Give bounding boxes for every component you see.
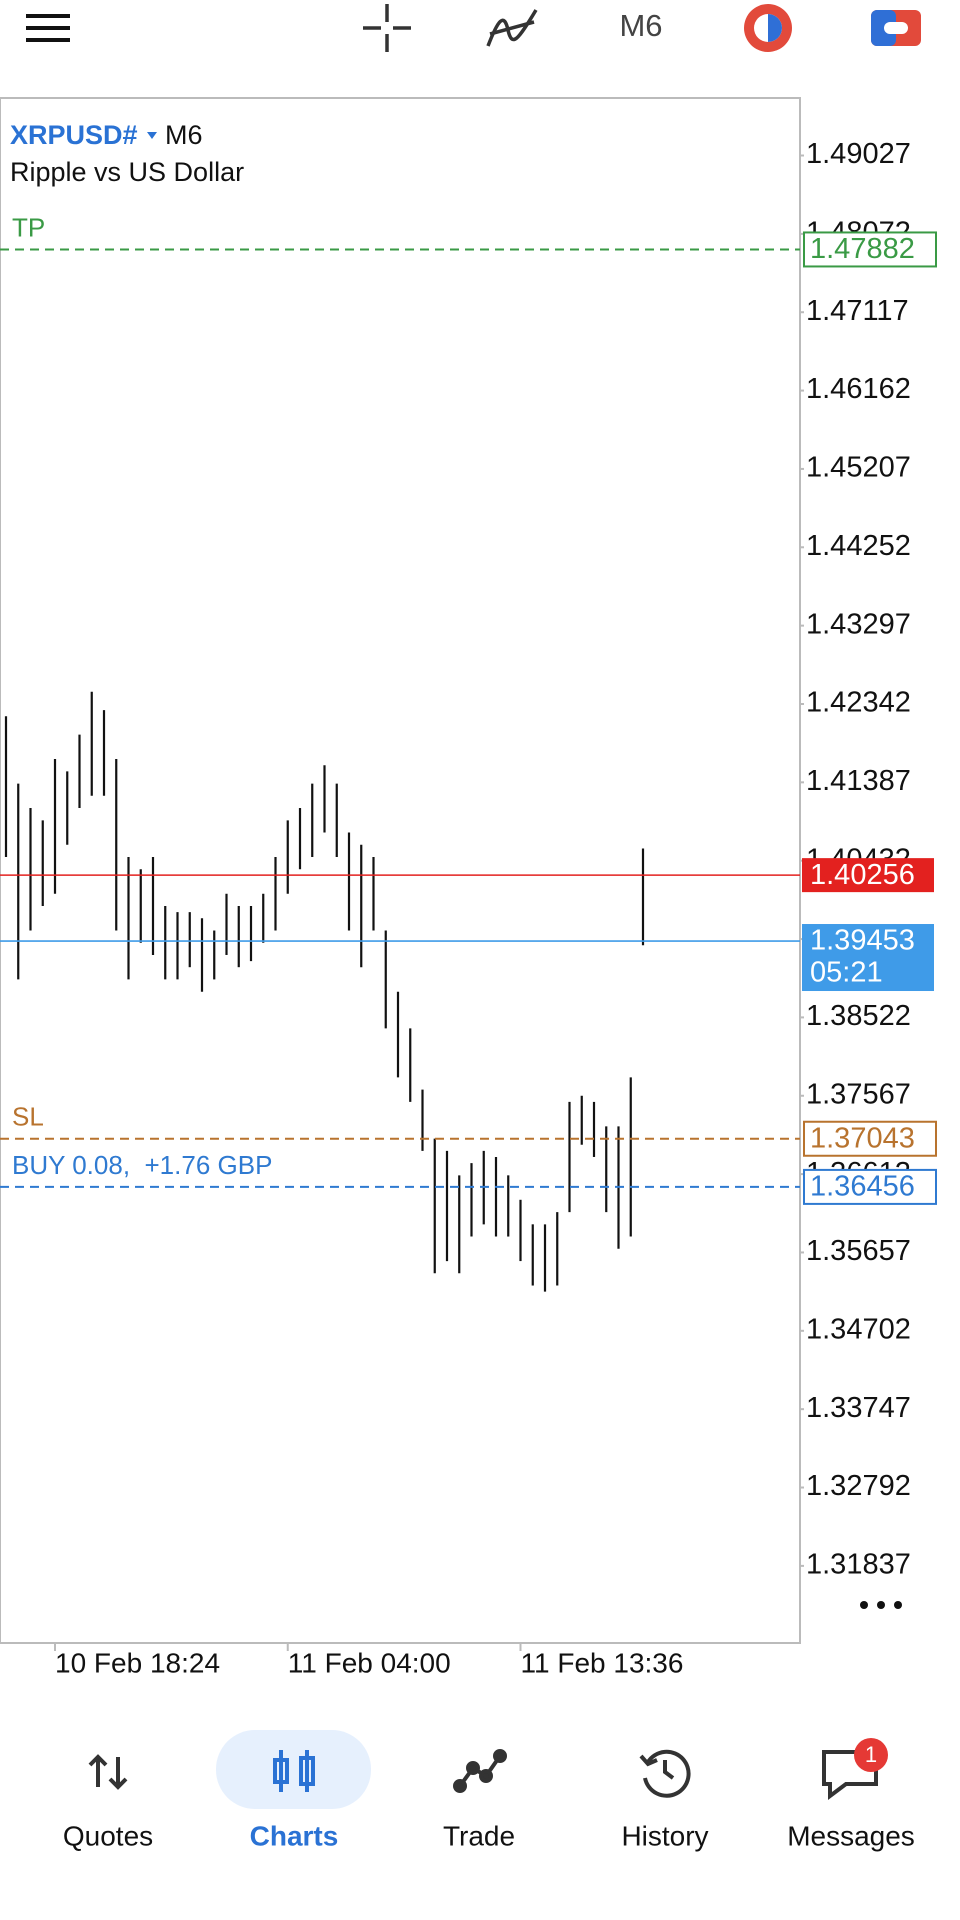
y-tick-label: 1.47117 [806,295,909,327]
x-tick-label: 10 Feb 18:24 [55,1647,220,1678]
y-tick-label: 1.32792 [806,1470,911,1502]
price-box [802,858,934,893]
price-label: 1.40256 [810,859,915,891]
quotes-icon [88,1754,128,1790]
y-tick-label: 1.43297 [806,608,911,640]
nav-tab[interactable]: Charts [250,1820,339,1851]
y-tick-label: 1.35657 [806,1235,911,1267]
trade-icon [453,1749,507,1793]
chart-frame [0,97,801,1644]
indicators-button[interactable] [486,9,538,47]
badge-count: 1 [865,1742,877,1767]
level-label: SL [12,1102,44,1132]
level-price-box [803,231,937,268]
nav-tab[interactable]: Quotes [63,1820,153,1851]
nav-tab[interactable]: Messages [787,1820,915,1851]
y-tick-label: 1.41387 [806,765,911,797]
level-price-box [803,1168,937,1205]
chart-timeframe: M6 [165,120,203,150]
menu-button[interactable] [26,14,70,42]
y-tick-label: 1.49027 [806,138,911,170]
y-tick-label: 1.34702 [806,1313,911,1345]
level-price: 1.47882 [810,233,915,265]
y-tick-label: 1.46162 [806,373,911,405]
y-tick-label: 1.38522 [806,1000,911,1032]
y-tick-label: 1.42342 [806,687,911,719]
nav-bar: Quotes Charts Trade History Messages [63,1820,915,1851]
level-label: TP [12,212,45,242]
y-tick-label: 1.31837 [806,1549,911,1581]
x-tick-label: 11 Feb 13:36 [521,1647,684,1678]
more-button[interactable] [860,1601,902,1609]
price-box [802,924,934,992]
crosshair-button[interactable] [363,4,411,52]
price-label: 1.39453 [810,925,915,957]
history-icon [639,1749,691,1798]
level-label: BUY 0.08, +1.76 GBP [12,1150,272,1180]
level-price: 1.37043 [810,1122,915,1154]
bar-timer: 05:21 [810,957,883,989]
y-tick-label: 1.33747 [806,1392,911,1424]
trade-button[interactable] [871,10,921,46]
y-tick-label: 1.44252 [806,530,911,562]
symbol-dropdown[interactable] [147,132,157,139]
timeframe-button[interactable]: M6 [619,8,662,43]
x-tick-label: 11 Feb 04:00 [288,1647,451,1678]
nav-tab[interactable]: Trade [443,1820,515,1851]
plot: 1.490271.480721.471171.461621.452071.442… [0,138,937,1678]
y-tick-label: 1.37567 [806,1078,911,1110]
active-tab-highlight [216,1730,371,1809]
symbol-description: Ripple vs US Dollar [10,157,244,187]
y-tick-label: 1.45207 [806,452,911,484]
theme-button[interactable] [744,4,792,52]
charts-icon [273,1750,315,1792]
level-price: 1.36456 [810,1171,915,1203]
nav-tab[interactable]: History [621,1820,708,1851]
symbol[interactable]: XRPUSD# [10,120,138,150]
badge [854,1738,888,1772]
level-price-box [803,1120,937,1157]
